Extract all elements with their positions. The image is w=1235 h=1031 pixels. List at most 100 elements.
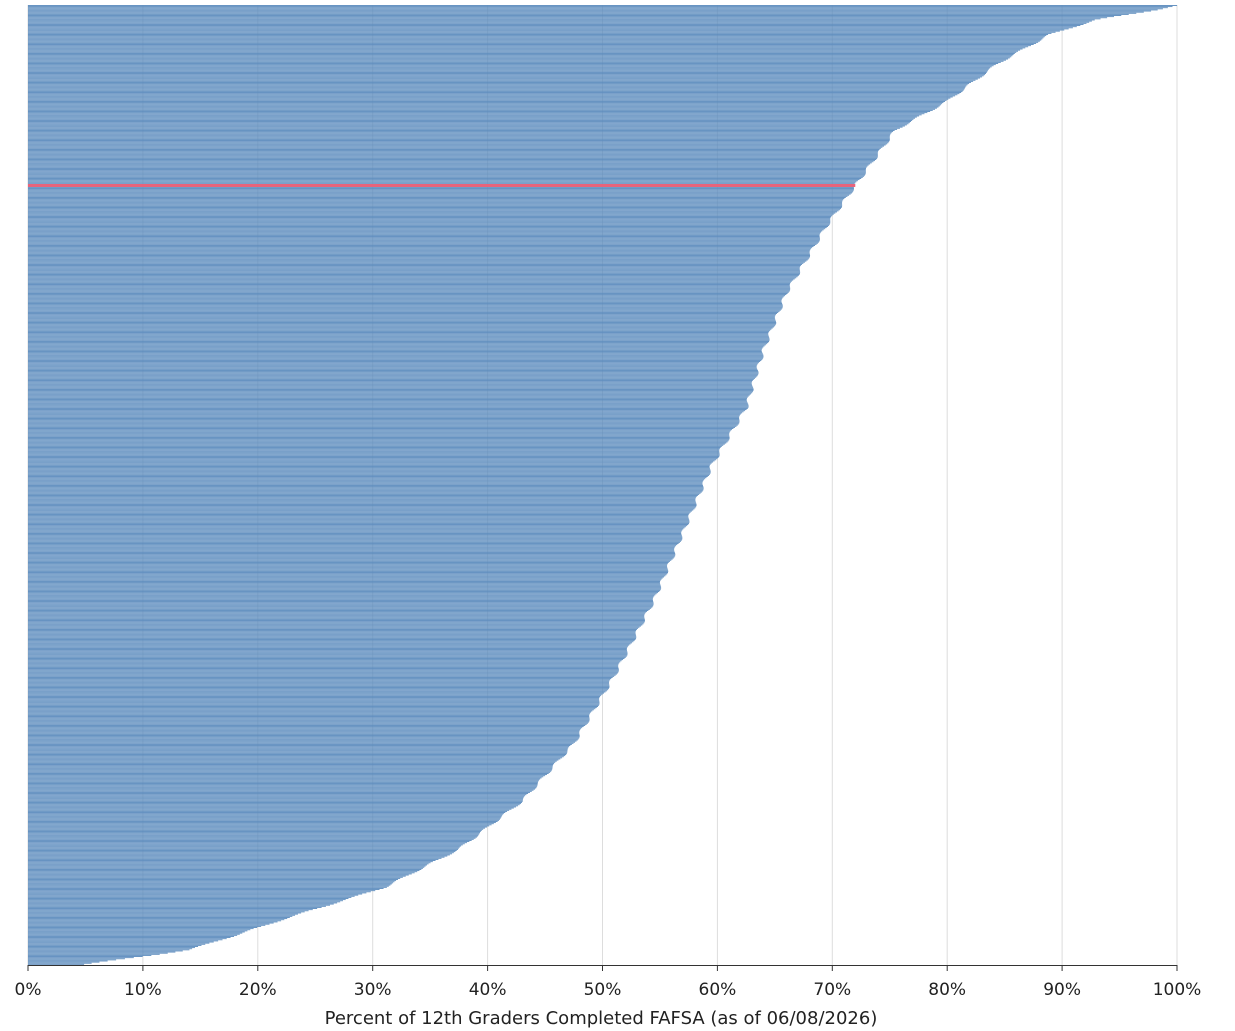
bar [28, 123, 909, 125]
bar [28, 554, 676, 556]
bar [28, 959, 117, 961]
bar [28, 816, 502, 818]
bar [28, 278, 795, 280]
bar [28, 392, 753, 394]
bar [28, 471, 711, 473]
bar [28, 387, 754, 389]
bar [28, 870, 420, 872]
bar [28, 299, 782, 301]
bar [28, 191, 853, 193]
bar [28, 222, 831, 224]
bar [28, 496, 697, 498]
bar [28, 170, 866, 172]
bar [28, 665, 619, 667]
x-axis-ticks: 0% 10% 20% 30% 40% 50% 60% 70% 80% 90% 100% [15, 965, 1201, 1000]
bar [28, 94, 958, 96]
bar [28, 800, 523, 802]
x-tick-label-9: 90% [1043, 980, 1081, 1000]
bar [28, 814, 503, 816]
bar [28, 883, 392, 885]
bar [28, 680, 610, 682]
bar [28, 10, 1152, 12]
bar [28, 895, 355, 897]
bar [28, 214, 833, 216]
bar [28, 438, 730, 440]
bar [28, 785, 538, 787]
bar [28, 455, 720, 457]
bar [28, 649, 627, 651]
bar [28, 291, 789, 293]
bar [28, 147, 881, 149]
bar [28, 263, 802, 265]
x-tick-label-6: 60% [699, 980, 737, 1000]
bar [28, 918, 288, 920]
bar [28, 343, 768, 345]
bar [28, 40, 1040, 42]
bar [28, 716, 590, 717]
bar [28, 103, 943, 105]
bar [28, 319, 776, 321]
bar [28, 635, 637, 637]
bar [28, 271, 801, 273]
bar [28, 5, 1177, 6]
bar [28, 815, 502, 817]
bar [28, 688, 609, 690]
bar [28, 137, 890, 139]
bar [28, 118, 914, 120]
bar [28, 769, 552, 771]
bar [28, 579, 661, 581]
bar [28, 297, 783, 299]
bar [28, 316, 775, 318]
bar [28, 917, 290, 918]
bar [28, 711, 592, 713]
bar [28, 770, 552, 772]
bar [28, 440, 729, 442]
bar [28, 141, 890, 143]
bar [28, 449, 720, 451]
bar [28, 725, 586, 726]
bar [28, 699, 600, 701]
bar [28, 902, 338, 904]
bar [28, 909, 313, 911]
bar [28, 499, 696, 501]
bar [28, 898, 349, 899]
bar [28, 42, 1037, 44]
bar [28, 286, 790, 288]
bar [28, 190, 854, 192]
bar [28, 806, 517, 808]
bar [28, 300, 782, 302]
bar [28, 655, 627, 657]
bar [28, 669, 619, 671]
x-tick-label-3: 30% [354, 980, 392, 1000]
bar [28, 117, 915, 119]
bar [28, 562, 669, 563]
bar [28, 958, 125, 960]
bar [28, 260, 807, 262]
bar [28, 432, 730, 434]
bar [28, 121, 911, 123]
bar [28, 656, 626, 658]
bar [28, 152, 878, 154]
bar [28, 843, 465, 845]
bar [28, 850, 457, 851]
bar [28, 309, 781, 311]
bar [28, 174, 866, 176]
bar [28, 163, 871, 165]
bar [28, 485, 703, 486]
bar [28, 30, 1060, 32]
bar [28, 150, 879, 152]
bar [28, 631, 636, 633]
bar [28, 841, 470, 843]
bar [28, 420, 740, 422]
bar [28, 298, 782, 300]
bar [28, 385, 753, 387]
bar [28, 943, 206, 945]
bar [28, 874, 409, 876]
bar [28, 105, 940, 107]
bar [28, 333, 769, 335]
bar [28, 35, 1047, 37]
bar [28, 332, 769, 333]
bar [28, 186, 854, 188]
bar [28, 255, 811, 256]
